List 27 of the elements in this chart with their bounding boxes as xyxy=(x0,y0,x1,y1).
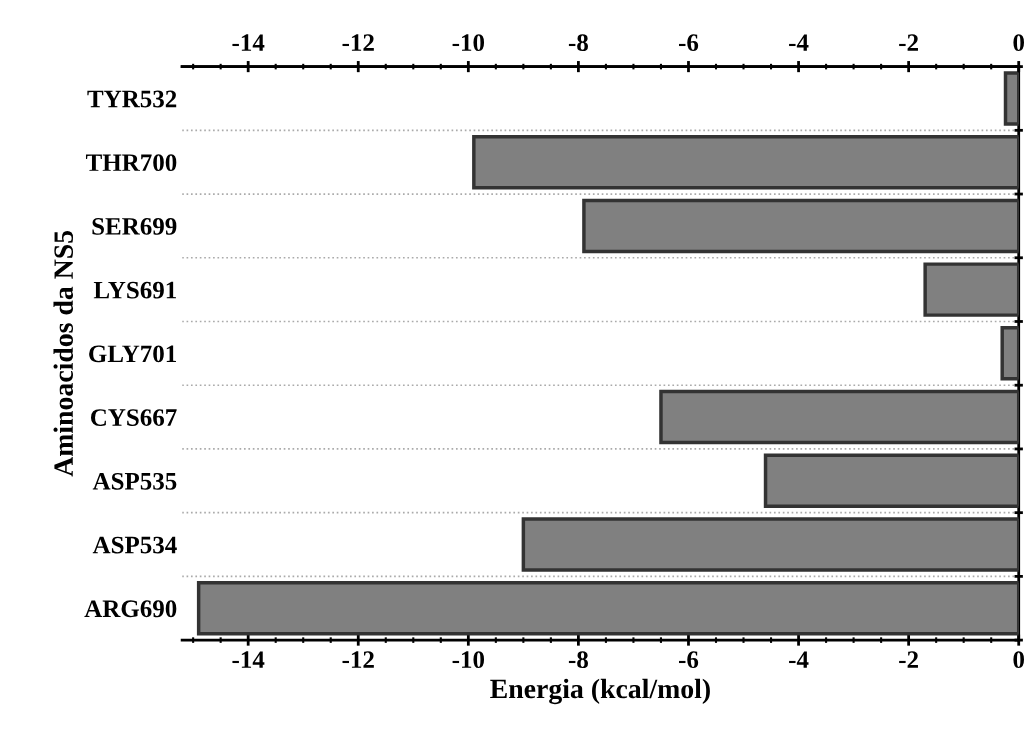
y-tick-label: ASP535 xyxy=(92,472,177,490)
x-axis-title: Energia (kcal/mol) xyxy=(490,678,710,705)
y-tick-label: SER699 xyxy=(92,218,177,235)
x-tick-label: -6 xyxy=(678,651,699,669)
y-tick-label: THR700 xyxy=(85,154,177,172)
x2-tick-label: -4 xyxy=(789,34,809,51)
y-tick-label: CYS667 xyxy=(90,409,177,426)
y-tick-label: GLY701 xyxy=(89,345,176,363)
y-axis-title: Aminoacidos da NS5 xyxy=(53,230,74,477)
x-tick-label: -12 xyxy=(342,651,374,668)
x-tick-label: -14 xyxy=(232,651,265,668)
x2-tick-label: 0 xyxy=(1013,34,1025,52)
x-tick-label: -8 xyxy=(568,651,588,669)
x-tick-label: -10 xyxy=(452,651,485,669)
y-tick-label: TYR532 xyxy=(87,90,177,108)
x2-tick-label: -14 xyxy=(232,34,265,51)
y-tick-label: ARG690 xyxy=(84,600,177,618)
x-tick-label: -4 xyxy=(789,651,809,668)
x2-tick-label: -8 xyxy=(568,34,588,52)
x2-tick-label: -10 xyxy=(452,34,485,52)
x2-tick-label: -12 xyxy=(342,34,374,51)
x2-tick-label: -2 xyxy=(899,34,918,51)
y-tick-label: LYS691 xyxy=(93,281,176,299)
y-tick-label: ASP534 xyxy=(92,536,177,554)
x2-tick-label: -6 xyxy=(678,34,699,52)
x-tick-label: 0 xyxy=(1013,651,1025,669)
x-tick-label: -2 xyxy=(899,651,918,668)
